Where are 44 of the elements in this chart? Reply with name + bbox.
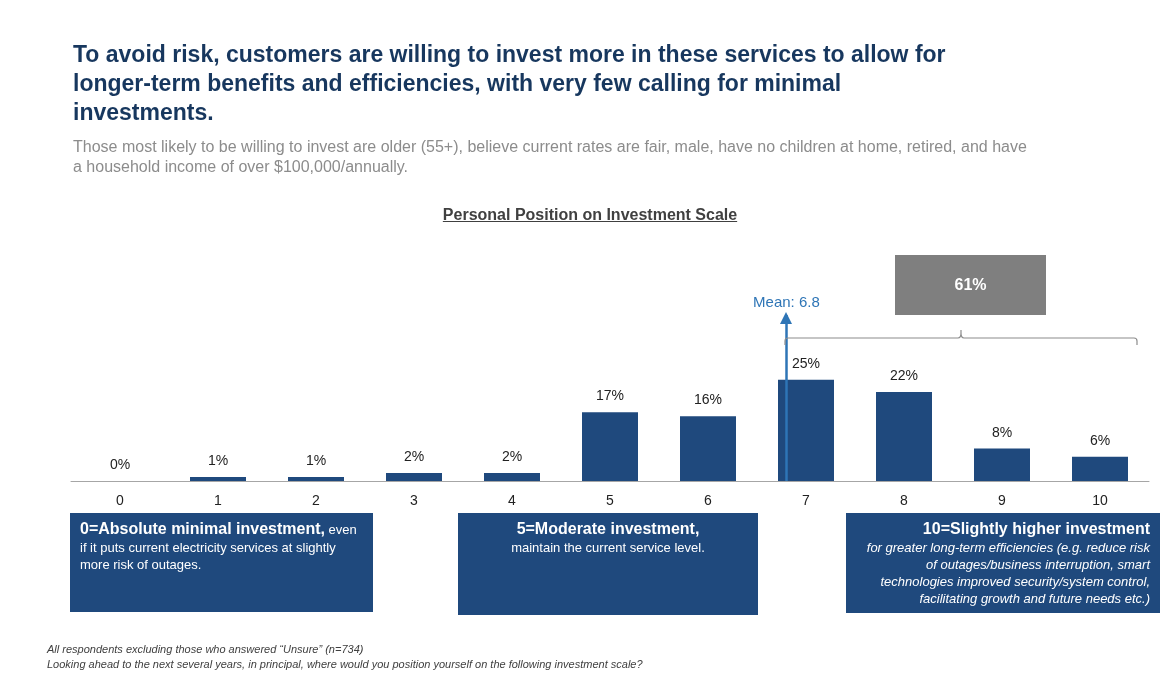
data-label: 2%	[403, 447, 425, 464]
text: 61%	[895, 255, 1046, 315]
data-label: 22%	[889, 366, 919, 383]
chart-subtitle: Those most likely to be willing to invest are older (55+), believe current rates are fair, male, have no children at home, retired, and have a household income of over $100,000/annually.	[73, 137, 1028, 177]
data-label: 17%	[595, 387, 625, 404]
ref-line-label: Mean: 6.8	[753, 293, 820, 310]
text: 10=Slightly higher investment	[922, 520, 1150, 537]
data-label: 1%	[207, 451, 229, 468]
bar	[1072, 456, 1128, 481]
chart-title: To avoid risk, customers are willing to invest more in these services to allow for longer-term benefits and efficiencies, with very few calling for minimal investments.	[73, 40, 947, 127]
x-tick-label: 1	[214, 492, 223, 508]
x-tick-label: 6	[704, 492, 713, 508]
text: 5=Moderate investment,	[516, 520, 700, 537]
data-label: 2%	[501, 447, 523, 464]
data-label: 1%	[305, 451, 327, 468]
x-tick-label: 8	[900, 492, 909, 508]
text: Looking ahead to the next several years, in principal, where would you position yourself on the following investment scale?	[47, 658, 643, 670]
data-label: 8%	[991, 423, 1013, 440]
data-label: 0%	[109, 456, 131, 472]
x-tick-label: 0	[116, 492, 125, 508]
data-label: 25%	[791, 354, 821, 371]
bar	[778, 379, 834, 481]
x-tick-label: 2	[312, 492, 321, 508]
text: All respondents excluding those who answered “Unsure” (n=734)	[47, 643, 364, 655]
bar	[288, 476, 344, 481]
data-label: 6%	[1089, 431, 1111, 448]
bar	[974, 448, 1030, 481]
x-tick-label: 9	[998, 492, 1007, 508]
bar	[386, 472, 442, 481]
x-tick-label: 10	[1092, 492, 1108, 508]
x-tick-label: 5	[606, 492, 615, 508]
x-tick-label: 7	[802, 492, 811, 508]
bar	[484, 472, 540, 481]
data-label: 16%	[693, 391, 723, 408]
text: maintain the current service level.	[511, 540, 705, 555]
bar	[582, 412, 638, 481]
bar	[190, 476, 246, 481]
text: 0=Absolute minimal investment,	[80, 520, 325, 537]
x-tick-label: 4	[508, 492, 517, 508]
bar	[876, 391, 932, 481]
x-tick-label: 3	[410, 492, 419, 508]
text: Personal Position on Investment Scale	[441, 206, 739, 224]
text: for greater long-term efficiencies (e.g. reduce risk of outages/business interruption, smart technologies improved security/system control, facilitating growth and future needs etc.)	[866, 540, 1150, 606]
bar	[680, 416, 736, 481]
